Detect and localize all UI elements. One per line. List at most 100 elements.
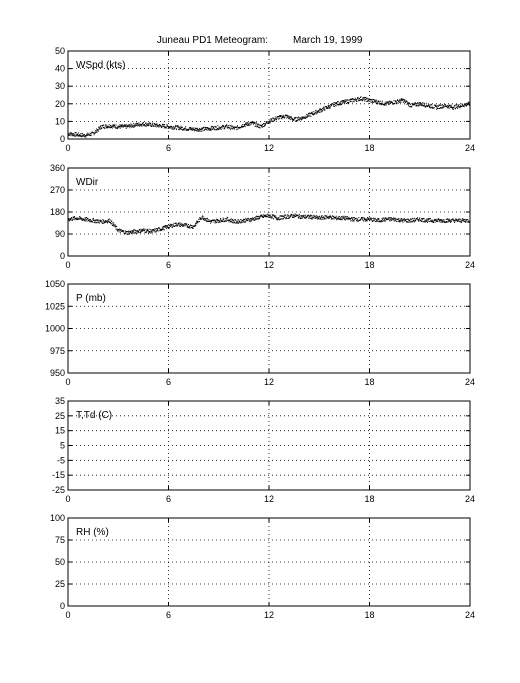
wdir-data-point (406, 221, 408, 223)
wspd-data-point (435, 105, 437, 107)
wspd-data-point (200, 130, 202, 132)
wdir-data-point (463, 218, 465, 220)
wspd-data-point (453, 108, 455, 110)
wspd-data-point (233, 126, 235, 128)
wspd-data-point (151, 124, 153, 126)
wspd-data-point (138, 124, 140, 126)
wdir-data-point (336, 219, 338, 221)
wspd-data-point (424, 104, 426, 106)
wdir-data-point (166, 228, 168, 230)
wdir-data-point (383, 218, 385, 220)
wdir-data-point (283, 216, 285, 218)
wdir-data-point (161, 227, 163, 229)
wdir-data-point (320, 217, 322, 219)
wspd-data-point (271, 118, 273, 120)
wspd-data-point (104, 127, 106, 129)
wdir-data-point (156, 228, 158, 230)
wspd-data-point (340, 103, 342, 105)
wspd-data-point (139, 123, 141, 125)
wspd-data-point (163, 125, 165, 127)
wspd-data-point (219, 126, 221, 128)
wdir-data-point (83, 219, 85, 221)
wdir-data-point (381, 219, 383, 221)
wdir-data-point (268, 216, 270, 218)
wspd-data-point (314, 111, 316, 113)
wspd-data-point (421, 104, 423, 106)
wdir-data-point (325, 215, 327, 217)
wdir-data-point (323, 218, 325, 220)
wdir-data-point (368, 219, 370, 221)
wspd-data-point (254, 125, 256, 127)
wspd-data-point (141, 122, 143, 124)
wspd-data-point (195, 130, 197, 132)
wspd-data-point (289, 116, 291, 118)
wspd-data-point (217, 125, 219, 127)
wspd-data-point (467, 104, 469, 106)
wspd-data-point (464, 104, 466, 106)
wspd-data-point (311, 113, 313, 115)
wspd-data-point (119, 127, 121, 129)
wdir-data-point (138, 232, 140, 234)
wdir-data-point (395, 220, 397, 222)
wdir-data-point (101, 223, 103, 225)
wdir-data-point (106, 221, 108, 223)
wdir-data-point (266, 216, 268, 218)
wspd-data-point (320, 108, 322, 110)
wdir-data-point (170, 225, 172, 227)
wdir-data-point (163, 229, 165, 231)
wdir-data-point (393, 220, 395, 222)
wdir-data-point (239, 222, 241, 224)
wspd-data-point (109, 127, 111, 129)
wspd-data-point (330, 104, 332, 106)
wspd-data-point (360, 99, 362, 101)
wspd-data-point (180, 125, 182, 127)
wspd-data-point (467, 102, 469, 104)
temp-xtick-label: 18 (364, 494, 374, 504)
wspd-data-point (373, 99, 375, 101)
wdir-data-point (464, 220, 466, 222)
wdir-data-point (290, 216, 292, 218)
wspd-data-point (283, 117, 285, 119)
wspd-data-point (198, 130, 200, 132)
wspd-data-point (103, 124, 105, 126)
wspd-data-point (388, 102, 390, 104)
wspd-data-point (207, 127, 209, 129)
wdir-data-point (231, 222, 233, 224)
wspd-data-point (369, 99, 370, 101)
wdir-data-point (335, 216, 337, 218)
wdir-series (67, 213, 471, 235)
wdir-data-point (403, 219, 405, 221)
wdir-data-point (402, 221, 404, 223)
wdir-data-point (76, 219, 78, 221)
wspd-data-point (244, 124, 246, 126)
wspd-data-point (151, 125, 153, 127)
wdir-data-point (215, 221, 217, 223)
wdir-data-point (224, 220, 226, 222)
wspd-data-point (352, 98, 354, 100)
wspd-data-point (368, 100, 370, 102)
wspd-data-point (418, 103, 420, 105)
wdir-data-point (260, 214, 262, 216)
wdir-data-point (229, 219, 231, 221)
wspd-data-point (424, 106, 426, 108)
wspd-data-point (206, 127, 208, 129)
wdir-data-point (421, 219, 423, 221)
wdir-data-point (468, 220, 470, 222)
wspd-data-point (115, 127, 117, 129)
wdir-data-point (287, 215, 289, 217)
wspd-data-point (430, 107, 432, 109)
wspd-data-point (226, 127, 228, 129)
wspd-data-point (306, 115, 308, 117)
wdir-data-point (401, 219, 403, 221)
wdir-data-point (390, 217, 392, 219)
wdir-data-point (334, 216, 336, 218)
wdir-data-point (332, 215, 334, 217)
wspd-data-point (273, 117, 275, 119)
wdir-data-point (401, 220, 403, 222)
wdir-data-point (316, 216, 318, 218)
pressure-xtick-label: 24 (465, 377, 475, 387)
wdir-data-point (108, 218, 110, 220)
wdir-data-point (446, 222, 448, 224)
wspd-data-point (174, 127, 176, 129)
